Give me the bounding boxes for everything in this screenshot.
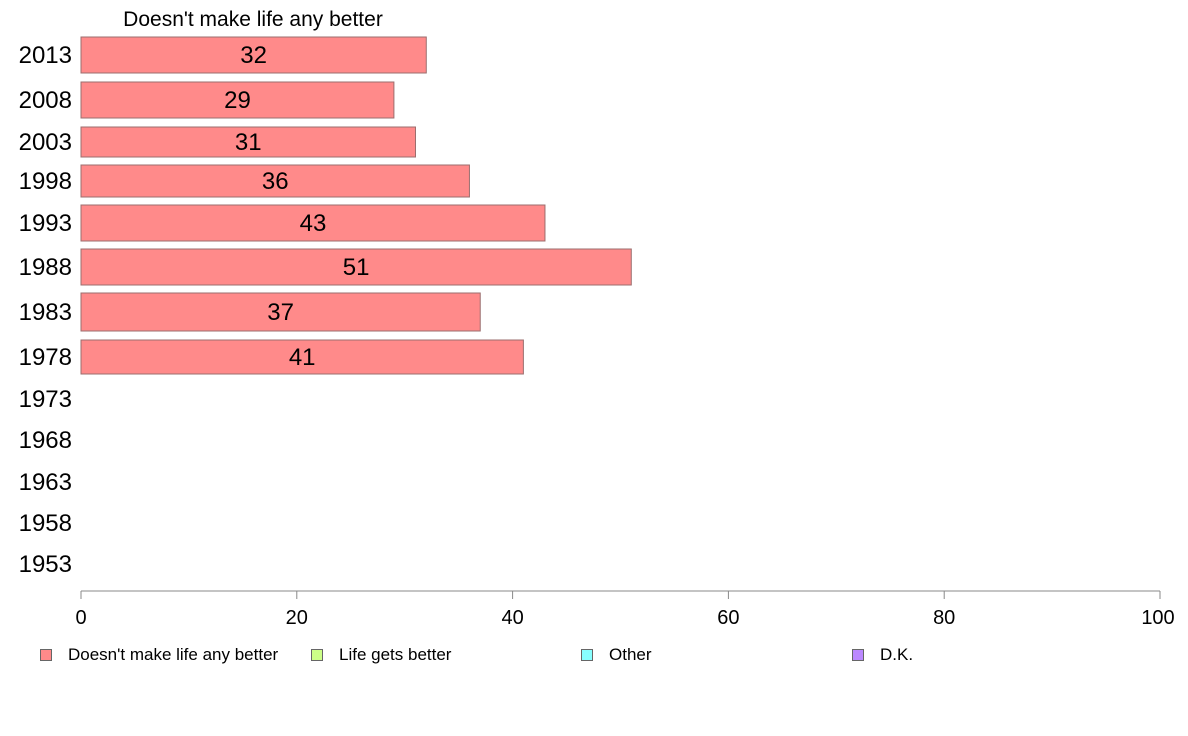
y-axis-labels: 2013 2008 2003 1998 1993 1988 1983 1978 1973 1968… [19, 42, 72, 578]
bar [80, 81, 395, 119]
bar-value-label: 32 [240, 42, 267, 69]
legend-swatch [311, 649, 323, 661]
bar-value-label: 41 [289, 344, 316, 371]
bar [80, 36, 427, 74]
legend-swatch [852, 649, 864, 661]
y-tick-label: 1978 [19, 344, 72, 371]
bar-value-label: 43 [300, 210, 327, 237]
bar [80, 292, 481, 332]
bar-value-label: 31 [235, 129, 262, 156]
bar-value-label: 37 [267, 299, 294, 326]
legend-label: Other [609, 645, 652, 664]
x-tick-label: 60 [717, 607, 739, 629]
legend-swatch [581, 649, 593, 661]
y-tick-label: 1963 [19, 469, 72, 496]
y-tick-label: 2013 [19, 42, 72, 69]
x-tick-label: 100 [1141, 607, 1174, 629]
chart-title: Doesn't make life any better [123, 8, 383, 31]
y-tick-label: 2008 [19, 87, 72, 114]
x-tick-label: 20 [286, 607, 308, 629]
y-tick-label: 1983 [19, 299, 72, 326]
bar [80, 339, 524, 375]
y-tick-label: 1953 [19, 551, 72, 578]
legend-item-dk: D.K. [852, 645, 913, 665]
legend-label: D.K. [880, 645, 914, 664]
bar [80, 204, 546, 242]
x-tick-label: 0 [75, 607, 86, 629]
bar [80, 164, 470, 198]
legend-item-doesnt-make-life-better: Doesn't make life any better [40, 645, 278, 665]
bar [80, 248, 632, 286]
bar [80, 126, 416, 158]
y-tick-label: 1958 [19, 510, 72, 537]
y-tick-label: 1993 [19, 210, 72, 237]
x-axis: 0 20 40 60 80 100 [75, 590, 1175, 629]
legend-item-life-gets-better: Life gets better [311, 645, 451, 665]
y-tick-label: 2003 [19, 129, 72, 156]
legend-label: Life gets better [339, 645, 452, 664]
legend-swatch [40, 649, 52, 661]
legend: Doesn't make life any better Life gets b… [40, 645, 1140, 665]
x-tick-label: 80 [933, 607, 955, 629]
y-tick-label: 1988 [19, 254, 72, 281]
x-tick-label: 40 [501, 607, 523, 629]
bar-value-label: 29 [224, 87, 251, 114]
bar-value-label: 51 [343, 254, 370, 281]
bar-value-label: 36 [262, 168, 289, 195]
y-tick-label: 1968 [19, 427, 72, 454]
legend-item-other: Other [581, 645, 652, 665]
y-tick-label: 1998 [19, 168, 72, 195]
y-tick-label: 1973 [19, 386, 72, 413]
legend-label: Doesn't make life any better [68, 645, 279, 664]
